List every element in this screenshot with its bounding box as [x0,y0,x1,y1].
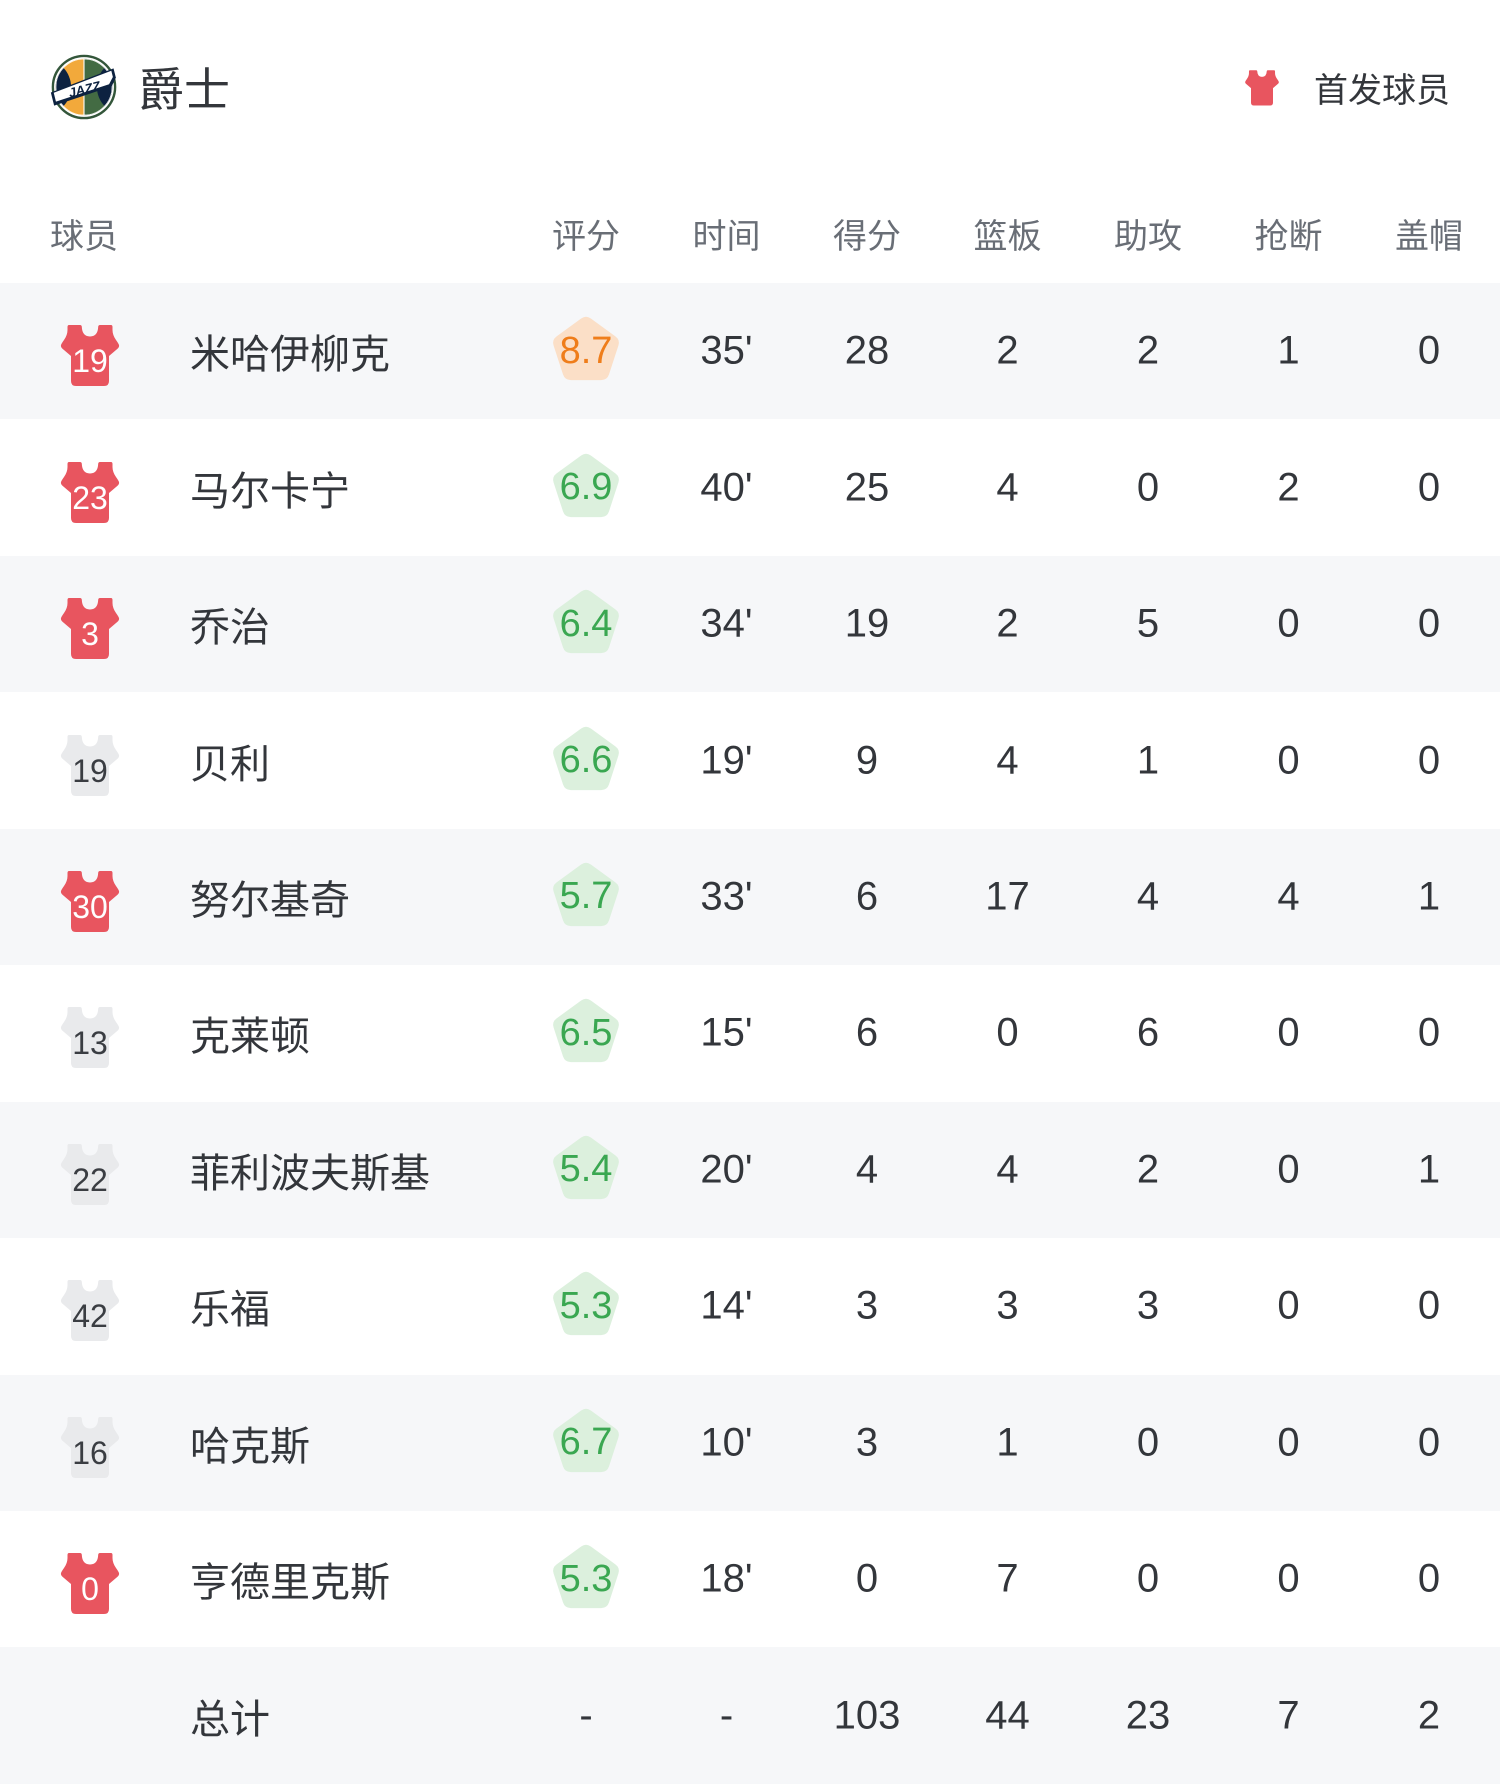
svg-text:13: 13 [72,1025,108,1061]
svg-text:30: 30 [72,889,108,925]
svg-text:16: 16 [72,1435,108,1471]
svg-text:19: 19 [72,753,108,789]
svg-text:23: 23 [72,480,108,516]
svg-text:0: 0 [81,1571,99,1607]
svg-text:42: 42 [72,1298,108,1334]
svg-text:3: 3 [81,616,99,652]
svg-text:19: 19 [72,343,108,379]
svg-text:22: 22 [72,1162,108,1198]
